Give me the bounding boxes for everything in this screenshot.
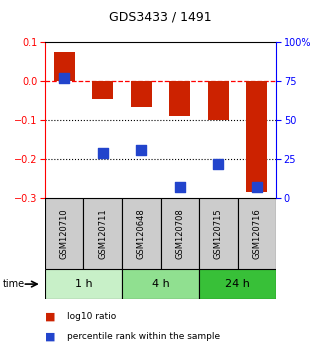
- Bar: [122, 198, 160, 269]
- Point: [216, 161, 221, 167]
- Bar: [131, 81, 152, 107]
- Bar: [169, 81, 190, 116]
- Bar: [208, 81, 229, 120]
- Text: GSM120711: GSM120711: [98, 208, 107, 259]
- Bar: [160, 198, 199, 269]
- Point: [100, 150, 105, 156]
- Text: 4 h: 4 h: [152, 279, 169, 289]
- Bar: [54, 52, 75, 81]
- Text: GSM120648: GSM120648: [137, 208, 146, 259]
- Bar: [199, 198, 238, 269]
- Text: GDS3433 / 1491: GDS3433 / 1491: [109, 11, 212, 24]
- Bar: [238, 198, 276, 269]
- Text: GSM120708: GSM120708: [175, 208, 184, 259]
- Text: 24 h: 24 h: [225, 279, 250, 289]
- Text: percentile rank within the sample: percentile rank within the sample: [67, 332, 221, 341]
- Point: [62, 75, 67, 81]
- Text: ■: ■: [45, 331, 56, 341]
- Text: time: time: [3, 279, 25, 289]
- Bar: [246, 81, 267, 193]
- Bar: [45, 198, 83, 269]
- Text: 1 h: 1 h: [75, 279, 92, 289]
- Bar: [92, 81, 113, 99]
- Bar: [199, 269, 276, 299]
- Text: GSM120715: GSM120715: [214, 208, 223, 259]
- Bar: [83, 198, 122, 269]
- Bar: [45, 269, 122, 299]
- Text: ■: ■: [45, 312, 56, 322]
- Point: [254, 184, 259, 190]
- Point: [139, 147, 144, 153]
- Bar: [122, 269, 199, 299]
- Text: log10 ratio: log10 ratio: [67, 312, 117, 321]
- Point: [177, 184, 182, 190]
- Text: GSM120716: GSM120716: [252, 208, 261, 259]
- Text: GSM120710: GSM120710: [60, 208, 69, 259]
